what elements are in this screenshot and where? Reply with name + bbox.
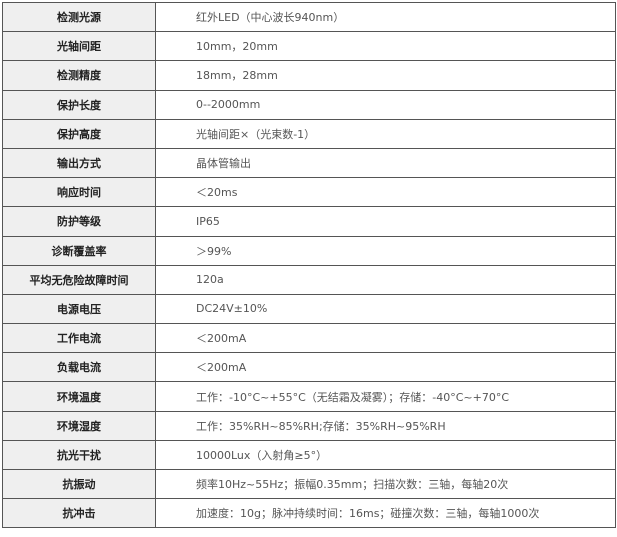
- spec-label: 防护等级: [2, 206, 156, 237]
- spec-row: 环境湿度 工作：35%RH~85%RH;存储：35%RH~95%RH: [2, 410, 616, 441]
- spec-row: 抗光干扰 10000Lux（入射角≥5°）: [2, 439, 616, 471]
- spec-label: 环境温度: [2, 381, 156, 412]
- spec-label: 诊断覆盖率: [2, 235, 156, 266]
- spec-value: 晶体管输出: [155, 147, 616, 179]
- spec-value: 120a: [155, 264, 616, 295]
- spec-row: 响应时间 ＜20ms: [2, 177, 616, 208]
- spec-row: 检测光源 红外LED（中心波长940nm）: [2, 1, 616, 33]
- spec-row: 环境温度 工作：-10°C~+55°C（无结霜及凝雾）；存储：-40°C~+70°…: [2, 381, 616, 412]
- spec-label: 抗振动: [2, 468, 156, 500]
- spec-row: 保护长度 0--2000mm: [2, 89, 616, 120]
- spec-label: 工作电流: [2, 323, 156, 354]
- spec-value: 18mm，28mm: [155, 60, 616, 91]
- spec-row: 检测精度 18mm，28mm: [2, 60, 616, 91]
- spec-label: 平均无危险故障时间: [2, 264, 156, 295]
- spec-row: 保护高度 光轴间距×（光束数-1）: [2, 118, 616, 149]
- spec-value: ＞99%: [155, 235, 616, 266]
- spec-value: 光轴间距×（光束数-1）: [155, 118, 616, 149]
- spec-label: 环境湿度: [2, 410, 156, 441]
- spec-value: 频率10Hz~55Hz；振幅0.35mm；扫描次数：三轴，每轴20次: [155, 468, 616, 500]
- spec-label: 光轴间距: [2, 31, 156, 62]
- spec-row: 抗冲击 加速度：10g；脉冲持续时间：16ms；碰撞次数：三轴，每轴1000次: [2, 498, 616, 529]
- spec-row: 诊断覆盖率 ＞99%: [2, 235, 616, 266]
- spec-label: 输出方式: [2, 147, 156, 179]
- spec-row: 输出方式 晶体管输出: [2, 147, 616, 179]
- spec-value: ＜20ms: [155, 177, 616, 208]
- spec-row: 电源电压 DC24V±10%: [2, 293, 616, 325]
- spec-value: 10mm，20mm: [155, 31, 616, 62]
- spec-row: 平均无危险故障时间 120a: [2, 264, 616, 295]
- spec-label: 电源电压: [2, 293, 156, 325]
- spec-label: 保护高度: [2, 118, 156, 149]
- spec-table: 检测光源 红外LED（中心波长940nm） 光轴间距 10mm，20mm 检测精度 18m…: [2, 1, 616, 529]
- spec-label: 保护长度: [2, 89, 156, 120]
- spec-value: 红外LED（中心波长940nm）: [155, 1, 616, 33]
- spec-row: 光轴间距 10mm，20mm: [2, 31, 616, 62]
- spec-row: 负载电流 ＜200mA: [2, 352, 616, 383]
- spec-label: 负载电流: [2, 352, 156, 383]
- spec-value: DC24V±10%: [155, 293, 616, 325]
- spec-value: IP65: [155, 206, 616, 237]
- spec-value: ＜200mA: [155, 323, 616, 354]
- spec-row: 抗振动 频率10Hz~55Hz；振幅0.35mm；扫描次数：三轴，每轴20次: [2, 468, 616, 500]
- spec-row: 工作电流 ＜200mA: [2, 323, 616, 354]
- spec-label: 检测精度: [2, 60, 156, 91]
- spec-label: 响应时间: [2, 177, 156, 208]
- spec-value: 工作：-10°C~+55°C（无结霜及凝雾）；存储：-40°C~+70°C: [155, 381, 616, 412]
- spec-row: 防护等级 IP65: [2, 206, 616, 237]
- spec-value: ＜200mA: [155, 352, 616, 383]
- spec-value: 加速度：10g；脉冲持续时间：16ms；碰撞次数：三轴，每轴1000次: [155, 498, 616, 529]
- spec-value: 0--2000mm: [155, 89, 616, 120]
- spec-value: 10000Lux（入射角≥5°）: [155, 439, 616, 471]
- spec-value: 工作：35%RH~85%RH;存储：35%RH~95%RH: [155, 410, 616, 441]
- spec-label: 抗冲击: [2, 498, 156, 529]
- spec-label: 检测光源: [2, 1, 156, 33]
- spec-label: 抗光干扰: [2, 439, 156, 471]
